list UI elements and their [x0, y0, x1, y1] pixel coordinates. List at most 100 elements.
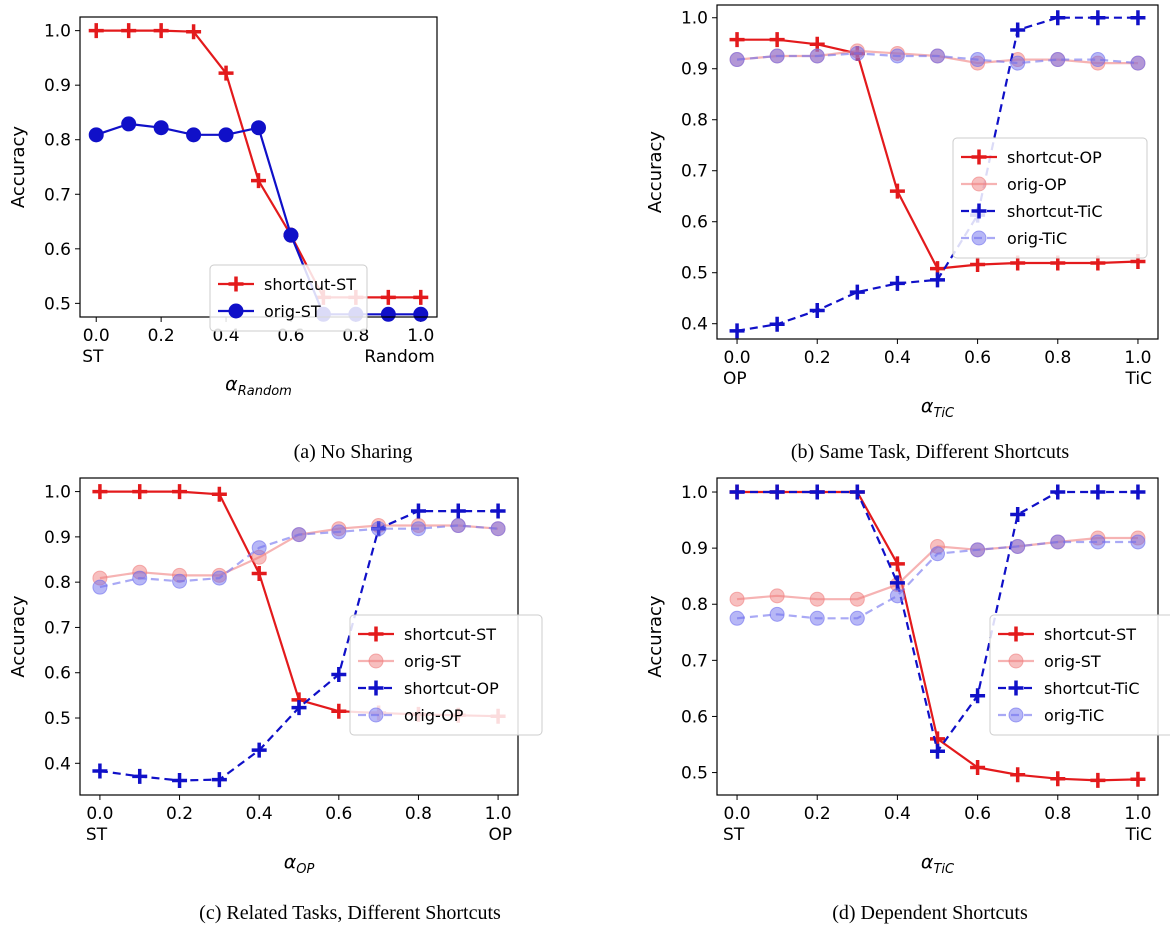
data-point — [849, 284, 865, 300]
y-axis-label: Accuracy — [8, 595, 29, 678]
data-point — [1050, 771, 1066, 787]
x-tick-label: 0.0 — [83, 326, 110, 346]
x-end-label-left: ST — [86, 825, 108, 845]
x-end-label-right: Random — [364, 347, 434, 367]
data-point — [849, 610, 865, 626]
data-point — [1010, 538, 1026, 554]
data-point — [413, 289, 429, 305]
series-shortcut-OP — [729, 32, 1146, 277]
legend: shortcut-ST orig-ST — [209, 264, 368, 332]
data-point — [410, 521, 426, 537]
y-tick-label: 0.8 — [44, 131, 71, 151]
legend-marker — [1008, 653, 1024, 669]
data-point — [729, 32, 745, 48]
x-axis-symbol: α — [225, 373, 238, 395]
data-point — [1090, 52, 1106, 68]
legend-box — [209, 264, 368, 332]
x-tick-label: 1.0 — [1124, 804, 1151, 824]
chart-panel-1: 0.50.60.70.80.91.00.0 0.2 0.4 0.6 0.8 1.0ST Ra… — [8, 16, 438, 463]
data-point — [251, 566, 267, 582]
data-point — [809, 48, 825, 64]
data-point — [970, 688, 986, 704]
legend-label: orig-OP — [1007, 175, 1067, 194]
x-tick-label: 0.2 — [148, 326, 175, 346]
data-point — [410, 503, 426, 519]
legend: shortcut-ST orig-ST shortcut-TiC orig-TiC — [989, 614, 1170, 736]
y-axis-label: Accuracy — [645, 595, 666, 678]
y-tick-label: 0.6 — [681, 213, 708, 233]
data-point — [729, 52, 745, 68]
panel-caption: (b) Same Task, Different Shortcuts — [791, 441, 1070, 463]
legend-marker — [368, 707, 384, 723]
x-end-label-right: TiC — [1124, 369, 1151, 389]
x-axis-subscript: TiC — [933, 406, 955, 421]
x-axis-symbol: α — [921, 395, 934, 417]
data-point — [849, 484, 865, 500]
data-point — [1130, 534, 1146, 550]
legend: shortcut-ST orig-ST shortcut-OP orig-OP — [349, 614, 543, 736]
data-point — [211, 486, 227, 502]
data-point — [132, 768, 148, 784]
y-tick-label: 0.7 — [681, 162, 708, 182]
data-point — [1130, 484, 1146, 500]
y-tick-label: 0.8 — [44, 573, 71, 593]
data-point — [769, 32, 785, 48]
data-point — [970, 760, 986, 776]
axes-frame — [716, 4, 1159, 340]
y-axis-label: Accuracy — [645, 131, 666, 214]
data-point — [380, 289, 396, 305]
chart-panel-4: 0.5 0.6 0.7 0.8 0.9 1.0 0.0 0.2 0.4 0.6 0.8 1.0 ST Ti… — [645, 477, 1170, 924]
y-tick-label: 0.5 — [681, 264, 708, 284]
x-tick-label: 0.6 — [964, 348, 991, 368]
data-point — [218, 65, 234, 81]
data-point — [251, 540, 267, 556]
data-point — [1090, 10, 1106, 26]
data-point — [153, 23, 169, 39]
y-tick-label: 0.6 — [44, 240, 71, 260]
data-point — [769, 484, 785, 500]
legend-marker — [971, 176, 987, 192]
x-end-label-left: OP — [723, 369, 747, 389]
data-point — [1050, 52, 1066, 68]
series-shortcut-OP — [92, 503, 506, 789]
data-point — [251, 173, 266, 189]
legend-marker — [971, 203, 987, 219]
series-orig-TiC — [729, 45, 1146, 71]
data-point — [729, 323, 745, 339]
data-point — [450, 503, 466, 519]
data-point — [889, 588, 905, 604]
data-point — [291, 700, 307, 716]
legend-marker — [971, 230, 987, 246]
y-tick-label: 0.4 — [44, 754, 71, 774]
data-point — [809, 484, 825, 500]
legend-label: orig-ST — [404, 652, 461, 671]
legend-marker — [368, 680, 384, 696]
x-axis-subscript: TiC — [933, 862, 955, 877]
data-point — [729, 610, 745, 626]
x-tick-label: 0.0 — [724, 804, 751, 824]
chart-panel-2: 0.4 0.5 0.6 0.7 0.8 0.9 1.0 0.0 0.2 0.4 0.6 0.8 1.0 O… — [645, 4, 1159, 463]
legend-label: shortcut-OP — [1007, 148, 1102, 167]
legend-label: orig-TiC — [1007, 229, 1067, 248]
data-point — [331, 703, 347, 719]
legend-marker — [971, 149, 987, 165]
data-point — [251, 742, 267, 758]
data-point — [283, 227, 299, 243]
x-tick-label: 0.0 — [86, 804, 113, 824]
data-point — [251, 120, 266, 136]
data-point — [121, 23, 137, 39]
y-tick-label: 1.0 — [44, 483, 71, 503]
data-point — [889, 275, 905, 291]
data-point — [211, 570, 227, 586]
data-point — [729, 484, 745, 500]
data-point — [1050, 10, 1066, 26]
data-point — [371, 521, 387, 537]
data-point — [172, 773, 188, 789]
x-tick-label: 0.8 — [1044, 804, 1071, 824]
y-tick-label: 0.5 — [681, 764, 708, 784]
x-tick-label: 0.4 — [246, 804, 273, 824]
y-tick-label: 0.8 — [681, 595, 708, 615]
y-tick-label: 0.9 — [44, 76, 71, 96]
y-tick-label: 0.8 — [681, 111, 708, 131]
data-point — [291, 527, 307, 543]
